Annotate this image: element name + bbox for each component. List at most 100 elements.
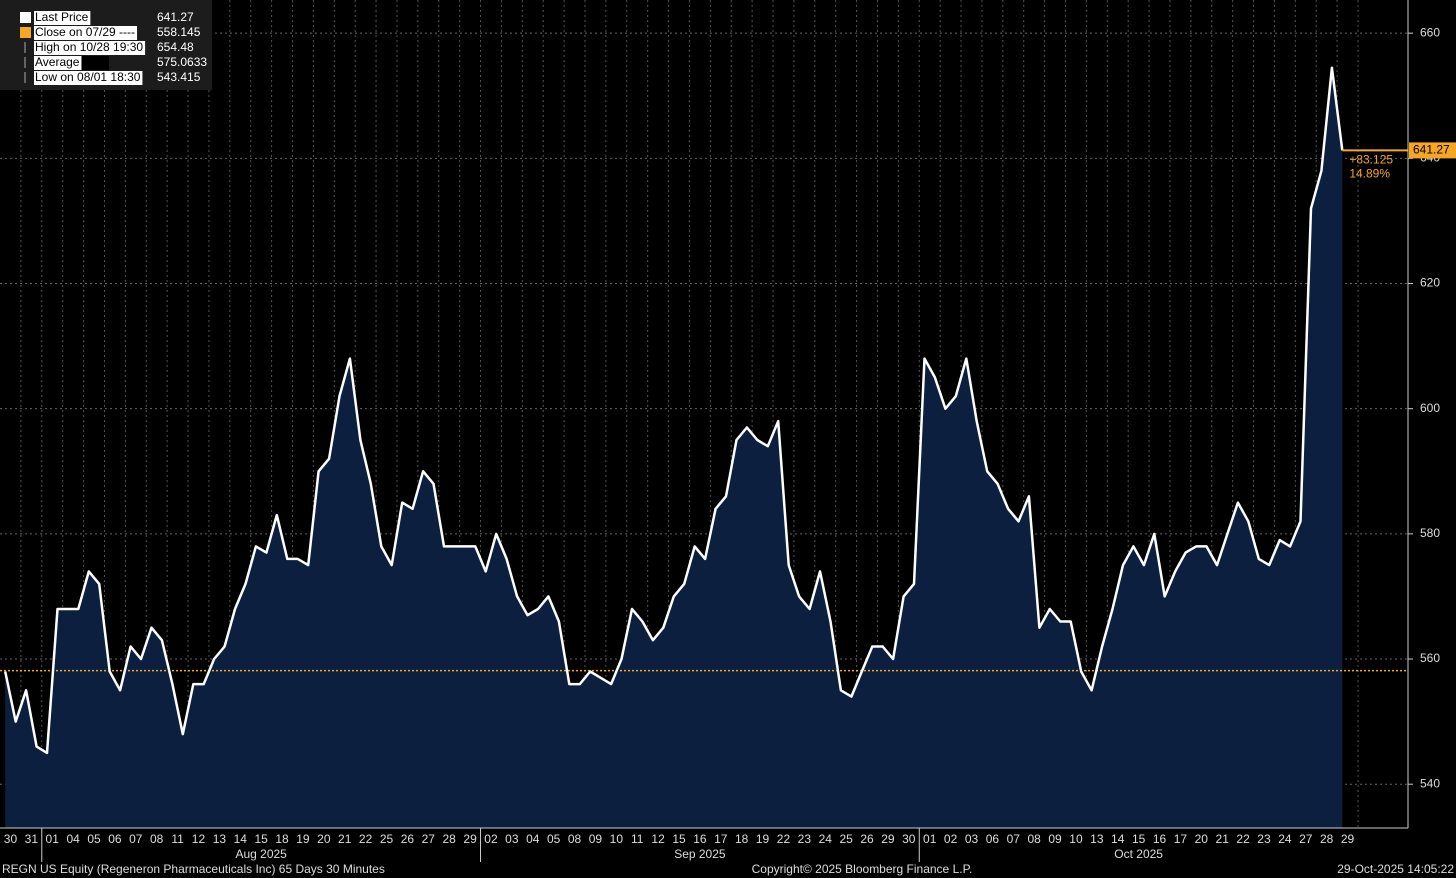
x-tick-label: 12 <box>651 832 665 846</box>
x-tick-label: 18 <box>735 832 749 846</box>
x-tick-label: 10 <box>610 832 624 846</box>
legend-label: Average <box>35 55 80 69</box>
x-tick-label: 23 <box>1257 832 1271 846</box>
footer-left: REGN US Equity (Regeneron Pharmaceutical… <box>2 862 385 876</box>
x-tick-label: 05 <box>547 832 561 846</box>
month-label: Aug 2025 <box>235 847 287 861</box>
x-tick-label: 16 <box>693 832 707 846</box>
x-tick-label: 25 <box>839 832 853 846</box>
x-tick-label: 07 <box>129 832 143 846</box>
x-tick-label: 01 <box>923 832 937 846</box>
x-tick-label: 03 <box>965 832 979 846</box>
legend-value: 575.0633 <box>157 55 207 69</box>
x-tick-label: 05 <box>87 832 101 846</box>
x-tick-label: 30 <box>4 832 18 846</box>
legend-value: 641.27 <box>157 10 194 24</box>
x-tick-label: 20 <box>1195 832 1209 846</box>
x-tick-label: 22 <box>359 832 373 846</box>
x-tick-label: 25 <box>380 832 394 846</box>
x-tick-label: 21 <box>338 832 352 846</box>
x-tick-label: 17 <box>1174 832 1188 846</box>
x-tick-label: 03 <box>505 832 519 846</box>
x-tick-label: 06 <box>986 832 1000 846</box>
x-tick-label: 15 <box>1132 832 1146 846</box>
x-tick-label: 08 <box>1027 832 1041 846</box>
footer-right: 29-Oct-2025 14:05:22 <box>1337 862 1454 876</box>
legend-icon <box>20 12 31 23</box>
x-tick-label: 02 <box>484 832 498 846</box>
x-tick-label: 26 <box>860 832 874 846</box>
legend-label-bg <box>34 11 91 25</box>
change-pct-label: 14.89% <box>1349 167 1390 181</box>
x-tick-label: 22 <box>777 832 791 846</box>
x-tick-label: 13 <box>213 832 227 846</box>
x-tick-label: 12 <box>192 832 206 846</box>
y-tick-label: 540 <box>1420 776 1440 790</box>
x-tick-label: 20 <box>317 832 331 846</box>
legend-label: Last Price <box>35 10 89 24</box>
legend-value: 654.48 <box>157 40 194 54</box>
legend-label: High on 10/28 19:30 <box>35 40 143 54</box>
y-tick-label: 560 <box>1420 651 1440 665</box>
x-tick-label: 09 <box>1048 832 1062 846</box>
x-tick-label: 21 <box>1216 832 1230 846</box>
x-tick-label: 04 <box>66 832 80 846</box>
x-tick-label: 11 <box>171 832 184 846</box>
x-tick-label: 27 <box>422 832 436 846</box>
x-tick-label: 30 <box>902 832 916 846</box>
x-tick-label: 22 <box>1236 832 1250 846</box>
legend-label-bg <box>34 41 146 55</box>
x-tick-label: 14 <box>234 832 248 846</box>
x-tick-label: 27 <box>1299 832 1313 846</box>
legend-label: Close on 07/29 ---- <box>35 25 135 39</box>
legend-label-bg <box>34 71 143 85</box>
x-tick-label: 17 <box>714 832 728 846</box>
x-tick-label: 15 <box>254 832 268 846</box>
x-tick-label: 08 <box>150 832 164 846</box>
month-label: Oct 2025 <box>1114 847 1163 861</box>
x-tick-label: 19 <box>296 832 310 846</box>
x-tick-label: 13 <box>1090 832 1104 846</box>
legend-label-bg <box>34 56 82 70</box>
last-price-tag-label: 641.27 <box>1413 143 1450 157</box>
x-tick-label: 14 <box>1111 832 1125 846</box>
y-tick-label: 580 <box>1420 526 1440 540</box>
last-price-tag <box>1409 142 1456 159</box>
legend-value: 558.145 <box>157 25 201 39</box>
legend-icon <box>20 27 31 38</box>
x-tick-label: 10 <box>1069 832 1083 846</box>
y-tick-label: 600 <box>1420 401 1440 415</box>
x-tick-label: 19 <box>756 832 770 846</box>
x-tick-label: 23 <box>798 832 812 846</box>
x-tick-label: 29 <box>463 832 477 846</box>
legend-label-bg <box>34 26 138 40</box>
x-tick-label: 09 <box>589 832 603 846</box>
month-label: Sep 2025 <box>674 847 726 861</box>
footer-center: Copyright© 2025 Bloomberg Finance L.P. <box>752 862 973 876</box>
x-tick-label: 29 <box>881 832 895 846</box>
x-tick-label: 31 <box>25 832 39 846</box>
x-tick-label: 02 <box>944 832 958 846</box>
legend-value: 543.415 <box>157 70 201 84</box>
x-tick-label: 07 <box>1007 832 1021 846</box>
x-tick-label: 06 <box>108 832 122 846</box>
x-tick-label: 24 <box>819 832 833 846</box>
x-tick-label: 01 <box>46 832 60 846</box>
legend-label: Low on 08/01 18:30 <box>35 70 141 84</box>
x-tick-label: 26 <box>401 832 415 846</box>
y-tick-label: 620 <box>1420 276 1440 290</box>
x-tick-label: 11 <box>631 832 644 846</box>
change-label: +83.125 <box>1349 153 1393 167</box>
x-tick-label: 16 <box>1153 832 1167 846</box>
x-tick-label: 28 <box>1320 832 1334 846</box>
x-tick-label: 15 <box>672 832 686 846</box>
legend-sample <box>81 56 109 70</box>
x-tick-label: 18 <box>275 832 289 846</box>
x-tick-label: 04 <box>526 832 540 846</box>
x-tick-label: 29 <box>1341 832 1355 846</box>
x-tick-label: 28 <box>443 832 457 846</box>
x-tick-label: 08 <box>568 832 582 846</box>
price-line <box>3 66 1344 755</box>
x-tick-label: 24 <box>1278 832 1292 846</box>
